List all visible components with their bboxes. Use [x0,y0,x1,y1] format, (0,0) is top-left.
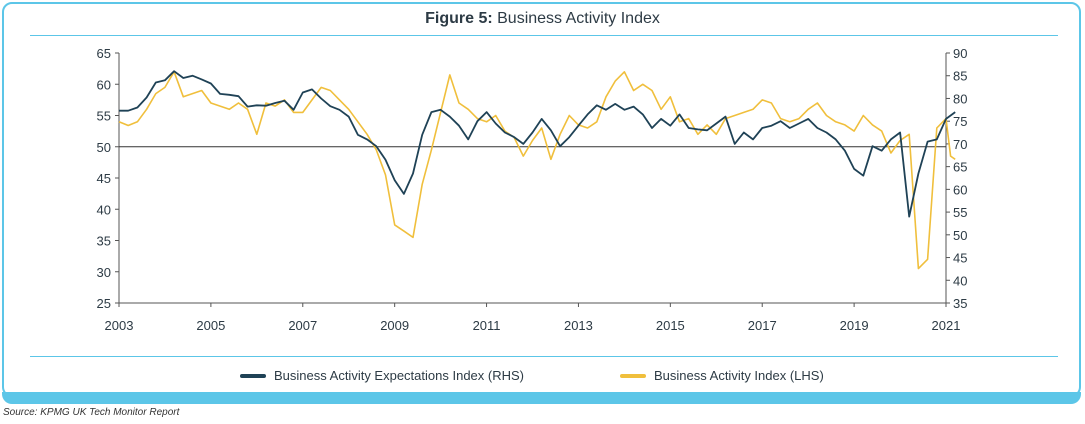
legend-divider [30,356,1058,357]
right-tick-label: 65 [953,160,967,175]
figure-title-text: Business Activity Index [497,10,660,27]
x-tick-label: 2013 [564,318,593,333]
left-tick-label: 40 [97,202,111,217]
x-tick-label: 2003 [105,318,134,333]
x-tick-label: 2007 [288,318,317,333]
source-note: Source: KPMG UK Tech Monitor Report [3,407,180,418]
legend-item-activity: Business Activity Index (LHS) [620,368,824,383]
left-tick-label: 60 [97,77,111,92]
x-tick-label: 2005 [196,318,225,333]
figure-frame [2,2,1081,397]
right-tick-label: 50 [953,228,967,243]
legend-swatch-expectations [240,373,266,378]
left-tick-label: 45 [97,171,111,186]
series-line-expectations [119,70,956,218]
right-tick-label: 85 [953,69,967,84]
right-tick-label: 45 [953,251,967,266]
legend-item-expectations: Business Activity Expectations Index (RH… [240,368,524,383]
x-tick-label: 2011 [473,318,501,333]
legend: Business Activity Expectations Index (RH… [0,366,1085,388]
figure-title: Figure 5: Business Activity Index [0,10,1085,28]
right-tick-label: 80 [953,91,967,106]
title-divider [30,35,1058,36]
series-line-activity [118,71,956,270]
x-tick-label: 2019 [840,318,869,333]
left-tick-label: 50 [97,140,111,155]
right-tick-label: 40 [953,273,967,288]
right-tick-label: 35 [953,296,967,311]
left-tick-label: 30 [97,265,111,280]
right-tick-label: 75 [953,114,967,129]
legend-swatch-activity [620,373,646,378]
x-tick-label: 2009 [380,318,409,333]
right-tick-label: 55 [953,205,967,220]
left-tick-label: 65 [97,46,111,61]
right-tick-label: 70 [953,137,967,152]
x-tick-label: 2017 [748,318,777,333]
right-tick-label: 90 [953,46,967,61]
legend-label-expectations: Business Activity Expectations Index (RH… [274,368,524,383]
figure-bottom-band [2,392,1081,404]
figure-label: Figure 5: [425,10,493,27]
legend-label-activity: Business Activity Index (LHS) [654,368,824,383]
x-tick-label: 2021 [932,318,961,333]
x-tick-label: 2015 [656,318,685,333]
left-tick-label: 35 [97,234,111,249]
left-tick-label: 55 [97,109,111,124]
left-tick-label: 25 [97,296,111,311]
right-tick-label: 60 [953,182,967,197]
